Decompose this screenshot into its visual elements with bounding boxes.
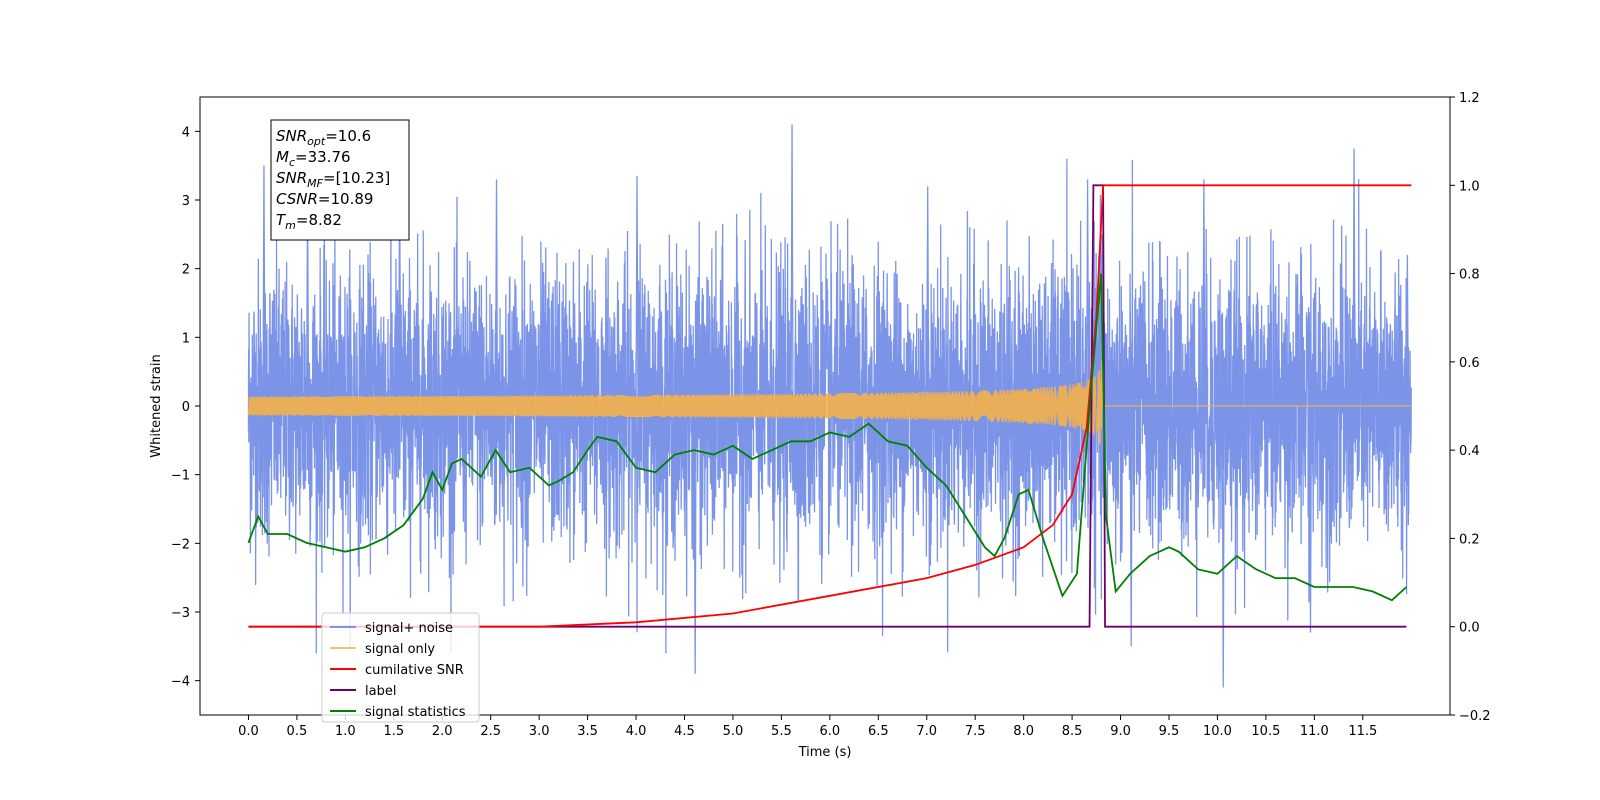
x-tick-label: 10.5 <box>1251 724 1280 739</box>
x-tick-label: 4.5 <box>674 724 695 739</box>
x-tick-label: 4.0 <box>626 724 647 739</box>
y-left-tick-label: −3 <box>171 606 190 621</box>
series-signal-statistics <box>247 273 1408 602</box>
annotation-frame <box>270 119 410 241</box>
series-cumulative-snr <box>248 184 1412 628</box>
legend-label: signal statistics <box>365 705 466 720</box>
legend-label: signal only <box>365 642 435 657</box>
y-right-tick-label: 0.6 <box>1459 356 1480 371</box>
y-left-tick-label: −2 <box>171 537 190 552</box>
annotation-line: SNRMF=[10.23] <box>276 169 390 190</box>
legend-frame <box>321 612 480 723</box>
annotation-box: SNRopt=10.6Mc=33.76SNRMF=[10.23]CSNR=10.… <box>270 119 410 241</box>
y-left-tick-label: 0 <box>182 400 190 415</box>
x-tick-label: 0.5 <box>287 724 308 739</box>
annotation-line: Mc=33.76 <box>276 148 351 169</box>
annotation-line: CSNR=10.89 <box>276 190 373 208</box>
x-tick-label: 3.5 <box>577 724 598 739</box>
x-tick-label: 0.0 <box>238 724 259 739</box>
y-right-tick-label: 0.2 <box>1459 532 1480 547</box>
y-left-tick-label: −1 <box>171 469 190 484</box>
x-tick-label: 8.0 <box>1013 724 1034 739</box>
x-tick-label: 11.0 <box>1300 724 1329 739</box>
x-tick-label: 1.0 <box>335 724 356 739</box>
x-tick-label: 6.0 <box>820 724 841 739</box>
x-tick-label: 2.5 <box>480 724 501 739</box>
x-tick-label: 11.5 <box>1348 724 1377 739</box>
legend-label: cumilative SNR <box>365 663 464 678</box>
x-tick-label: 5.0 <box>723 724 744 739</box>
x-tick-label: 7.5 <box>965 724 986 739</box>
x-tick-label: 9.0 <box>1110 724 1131 739</box>
y-right-tick-label: 1.2 <box>1459 91 1480 106</box>
annotation-line: Tm=8.82 <box>276 211 342 232</box>
y-left-tick-label: −4 <box>171 675 190 690</box>
y-right-tick-label: −0.2 <box>1459 709 1491 724</box>
x-tick-label: 8.5 <box>1062 724 1083 739</box>
x-tick-label: 10.0 <box>1203 724 1232 739</box>
y-right-tick-label: 0.8 <box>1459 268 1480 283</box>
x-tick-label: 9.5 <box>1159 724 1180 739</box>
y-left-tick-label: 1 <box>182 331 190 346</box>
series-label <box>248 184 1407 628</box>
x-tick-label: 2.0 <box>432 724 453 739</box>
series-signal-only <box>247 349 1412 445</box>
y-right-tick-label: 0.4 <box>1459 444 1480 459</box>
y-axis-label-left: Whitened strain <box>149 354 164 457</box>
x-tick-label: 5.5 <box>771 724 792 739</box>
legend-label: signal+ noise <box>365 621 453 636</box>
x-tick-label: 6.5 <box>868 724 889 739</box>
x-tick-label: 7.0 <box>916 724 937 739</box>
y-right-tick-label: 0.0 <box>1459 621 1480 636</box>
x-tick-label: 1.5 <box>383 724 404 739</box>
legend: signal+ noise signal only cumilative SNR la… <box>321 612 480 723</box>
x-tick-label: 3.0 <box>529 724 550 739</box>
y-left-tick-label: 2 <box>182 263 190 278</box>
y-left-tick-label: 4 <box>182 125 190 140</box>
y-right-tick-label: 1.0 <box>1459 179 1480 194</box>
x-axis-label: Time (s) <box>798 745 852 760</box>
y-left-tick-label: 3 <box>182 194 190 209</box>
annotation-line: SNRopt=10.6 <box>276 127 371 148</box>
legend-label: label <box>365 684 396 699</box>
